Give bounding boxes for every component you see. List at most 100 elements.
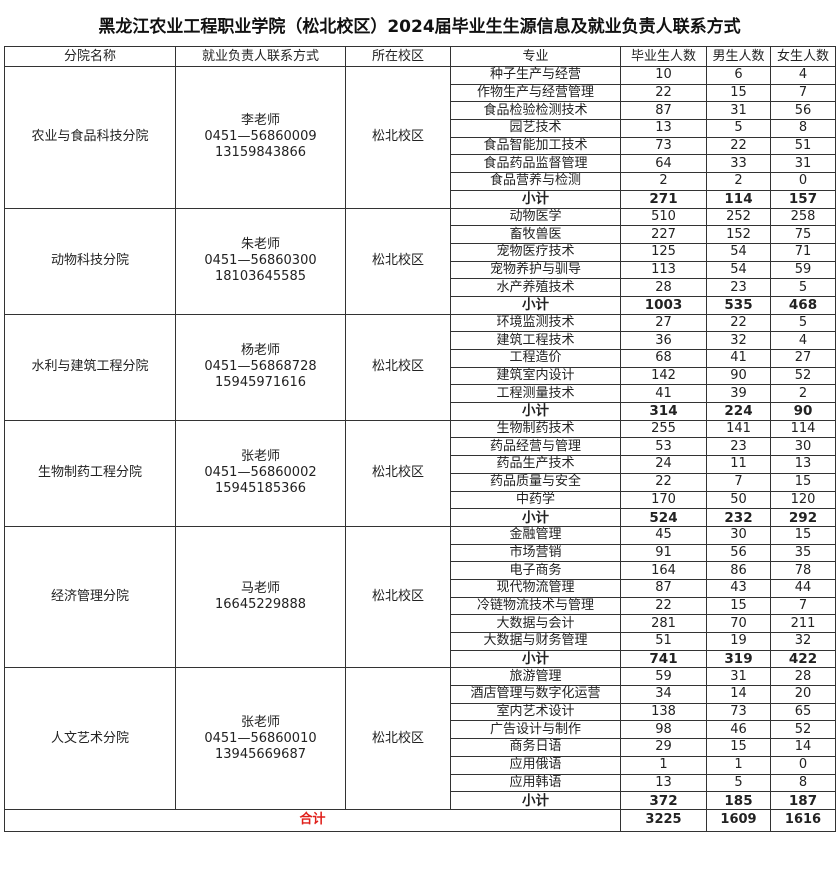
contact-info: 张老师 0451—56860010 13945669687 xyxy=(175,667,346,810)
contact-phone: 0451—56868728 xyxy=(204,359,317,375)
subtotal-graduates: 271 xyxy=(620,189,707,209)
table-row: 现代物流管理 87 43 44 xyxy=(5,578,836,598)
male-count: 19 xyxy=(706,632,771,651)
contact-person: 李老师 xyxy=(240,113,280,129)
female-count: 32 xyxy=(770,632,836,651)
male-count: 11 xyxy=(706,455,771,474)
contact-info: 朱老师 0451—56860300 18103645585 xyxy=(175,207,346,315)
major-name: 种子生产与经营 xyxy=(450,66,621,85)
header-major: 专业 xyxy=(450,46,621,67)
female-count: 78 xyxy=(770,561,836,580)
major-name: 宠物养护与驯导 xyxy=(450,260,621,280)
major-name: 水产养殖技术 xyxy=(450,278,621,297)
subtotal-graduates: 524 xyxy=(620,508,707,527)
graduates-count: 170 xyxy=(620,490,707,510)
major-name: 建筑工程技术 xyxy=(450,331,621,350)
page-title: 黑龙江农业工程职业学院（松北校区）2024届毕业生生源信息及就业负责人联系方式 xyxy=(98,17,741,37)
campus: 松北校区 xyxy=(345,525,451,669)
female-count: 258 xyxy=(770,207,836,227)
subtotal-label: 小计 xyxy=(450,295,621,315)
college-name: 动物科技分院 xyxy=(4,207,176,315)
male-count: 141 xyxy=(706,419,771,439)
major-name: 广告设计与制作 xyxy=(450,720,621,740)
female-count: 30 xyxy=(770,437,836,457)
graduates-count: 13 xyxy=(620,119,707,138)
female-count: 52 xyxy=(770,720,836,740)
table-row: 食品药品监督管理 64 33 31 xyxy=(5,154,836,174)
male-count: 46 xyxy=(706,720,771,740)
graduates-count: 51 xyxy=(620,632,707,651)
major-name: 应用韩语 xyxy=(450,773,621,793)
graduates-count: 510 xyxy=(620,207,707,227)
contact-phone: 0451—56860009 xyxy=(204,129,317,145)
male-count: 73 xyxy=(706,702,771,722)
table-row: 宠物养护与驯导 113 54 59 xyxy=(5,260,836,280)
graduate-table: 分院名称 就业负责人联系方式 所在校区 专业 毕业生人数 男生人数 女生人数 农… xyxy=(4,46,836,832)
female-count: 56 xyxy=(770,101,836,121)
campus: 松北校区 xyxy=(345,667,451,810)
major-name: 建筑室内设计 xyxy=(450,366,621,386)
graduates-count: 91 xyxy=(620,543,707,563)
table-row: 工程测量技术 41 39 2 xyxy=(5,384,836,404)
graduates-count: 138 xyxy=(620,702,707,722)
table-row: 应用俄语 1 1 0 xyxy=(5,755,836,775)
contact-phone: 18103645585 xyxy=(215,269,306,285)
female-count: 8 xyxy=(770,773,836,793)
female-count: 15 xyxy=(770,525,836,545)
male-count: 70 xyxy=(706,614,771,633)
graduates-count: 22 xyxy=(620,472,707,492)
female-count: 51 xyxy=(770,136,836,156)
male-count: 6 xyxy=(706,66,771,85)
male-count: 56 xyxy=(706,543,771,563)
contact-phone: 15945185366 xyxy=(215,481,306,497)
graduates-count: 227 xyxy=(620,225,707,244)
subtotal-male: 319 xyxy=(706,649,771,669)
subtotal-female: 422 xyxy=(770,649,836,669)
graduates-count: 41 xyxy=(620,384,707,404)
contact-phone: 0451—56860002 xyxy=(204,465,317,481)
male-count: 41 xyxy=(706,349,771,368)
subtotal-female: 187 xyxy=(770,791,836,810)
subtotal-label: 小计 xyxy=(450,402,621,421)
female-count: 52 xyxy=(770,366,836,386)
contact-person: 杨老师 xyxy=(240,343,280,359)
graduates-count: 29 xyxy=(620,738,707,757)
major-name: 应用俄语 xyxy=(450,755,621,775)
graduates-count: 255 xyxy=(620,419,707,439)
college-name: 经济管理分院 xyxy=(4,525,176,669)
female-count: 8 xyxy=(770,119,836,138)
table-row: 水利与建筑工程分院 杨老师 0451—56868728 15945971616 松北校区… xyxy=(4,313,836,421)
graduates-count: 27 xyxy=(620,313,707,333)
campus: 松北校区 xyxy=(345,313,451,421)
major-name: 大数据与会计 xyxy=(450,614,621,633)
female-count: 27 xyxy=(770,349,836,368)
major-name: 室内艺术设计 xyxy=(450,702,621,722)
major-name: 工程造价 xyxy=(450,349,621,368)
major-name: 电子商务 xyxy=(450,561,621,580)
header-row: 分院名称 就业负责人联系方式 所在校区 专业 毕业生人数 男生人数 女生人数 xyxy=(4,46,836,67)
graduates-count: 45 xyxy=(620,525,707,545)
graduates-count: 59 xyxy=(620,667,707,687)
table-row: 农业与食品科技分院 李老师 0451—56860009 13159843866 松北校区… xyxy=(4,66,836,209)
table-row: 酒店管理与数字化运营 34 14 20 xyxy=(5,685,836,704)
major-name: 市场营销 xyxy=(450,543,621,563)
subtotal-male: 114 xyxy=(706,189,771,209)
header-graduates: 毕业生人数 xyxy=(620,46,707,67)
graduates-count: 64 xyxy=(620,154,707,174)
male-count: 31 xyxy=(706,101,771,121)
male-count: 22 xyxy=(706,313,771,333)
subtotal-row: 小计 1003 535 468 xyxy=(5,295,836,315)
male-count: 15 xyxy=(706,596,771,616)
subtotal-label: 小计 xyxy=(450,791,621,810)
major-name: 食品检验检测技术 xyxy=(450,101,621,121)
male-count: 50 xyxy=(706,490,771,510)
female-count: 7 xyxy=(770,83,836,103)
female-count: 13 xyxy=(770,455,836,474)
male-count: 15 xyxy=(706,83,771,103)
graduates-count: 164 xyxy=(620,561,707,580)
graduates-count: 22 xyxy=(620,83,707,103)
total-male: 1609 xyxy=(706,808,771,832)
female-count: 114 xyxy=(770,419,836,439)
table-row: 生物制药工程分院 张老师 0451—56860002 15945185366 松北校区生… xyxy=(4,419,836,527)
contact-person: 朱老师 xyxy=(240,237,280,253)
